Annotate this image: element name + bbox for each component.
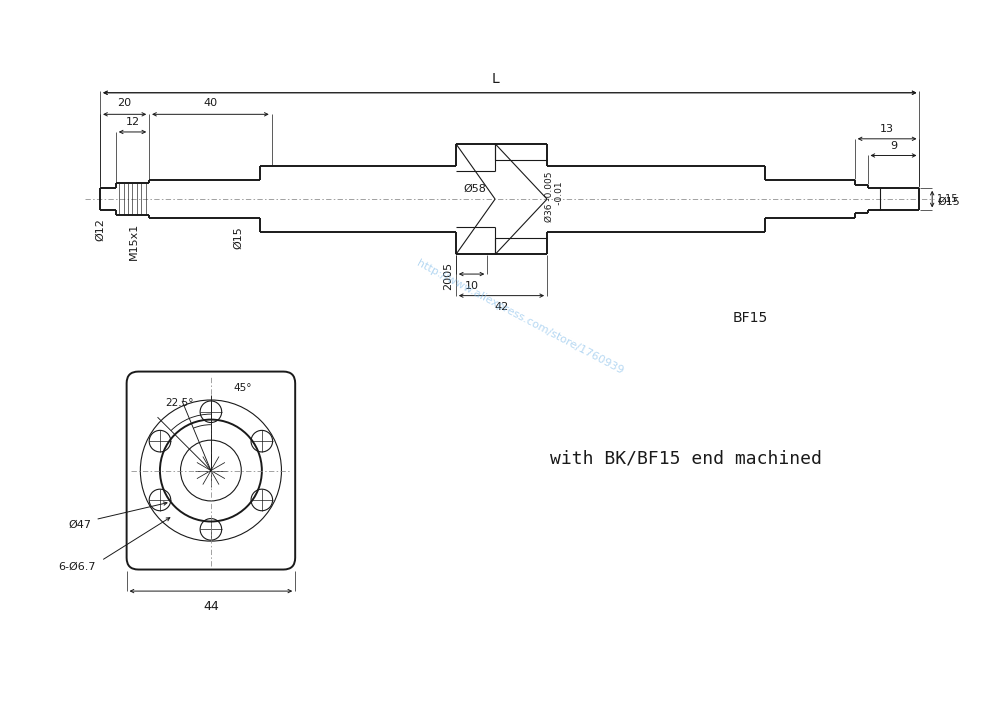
Text: L: L — [491, 72, 499, 86]
Text: Ø15: Ø15 — [233, 226, 243, 249]
Text: 12: 12 — [125, 117, 140, 127]
Text: Ø12: Ø12 — [95, 218, 105, 241]
Text: 40: 40 — [203, 98, 217, 109]
Text: Ø36 -0.005
      -0.01: Ø36 -0.005 -0.01 — [545, 172, 564, 222]
Text: 20: 20 — [118, 98, 132, 109]
Text: Ø15: Ø15 — [937, 197, 960, 207]
Text: 22.5°: 22.5° — [165, 398, 193, 409]
Text: 1.15: 1.15 — [937, 194, 959, 204]
Text: 10: 10 — [465, 281, 479, 291]
Text: 2005: 2005 — [443, 262, 453, 290]
Text: 44: 44 — [203, 600, 219, 613]
Text: 6-Ø6.7: 6-Ø6.7 — [58, 562, 95, 571]
Text: 9: 9 — [890, 141, 897, 151]
Text: 45°: 45° — [233, 383, 252, 393]
Text: http://www.aliexpress.com/store/1760939: http://www.aliexpress.com/store/1760939 — [415, 258, 625, 376]
Text: 42: 42 — [494, 302, 509, 313]
Text: with BK/BF15 end machined: with BK/BF15 end machined — [550, 450, 822, 468]
Text: 13: 13 — [880, 124, 894, 134]
Text: Ø58: Ø58 — [464, 184, 487, 194]
Text: BF15: BF15 — [732, 311, 768, 325]
Text: Ø47: Ø47 — [68, 519, 91, 529]
Text: M15x1: M15x1 — [128, 223, 138, 260]
